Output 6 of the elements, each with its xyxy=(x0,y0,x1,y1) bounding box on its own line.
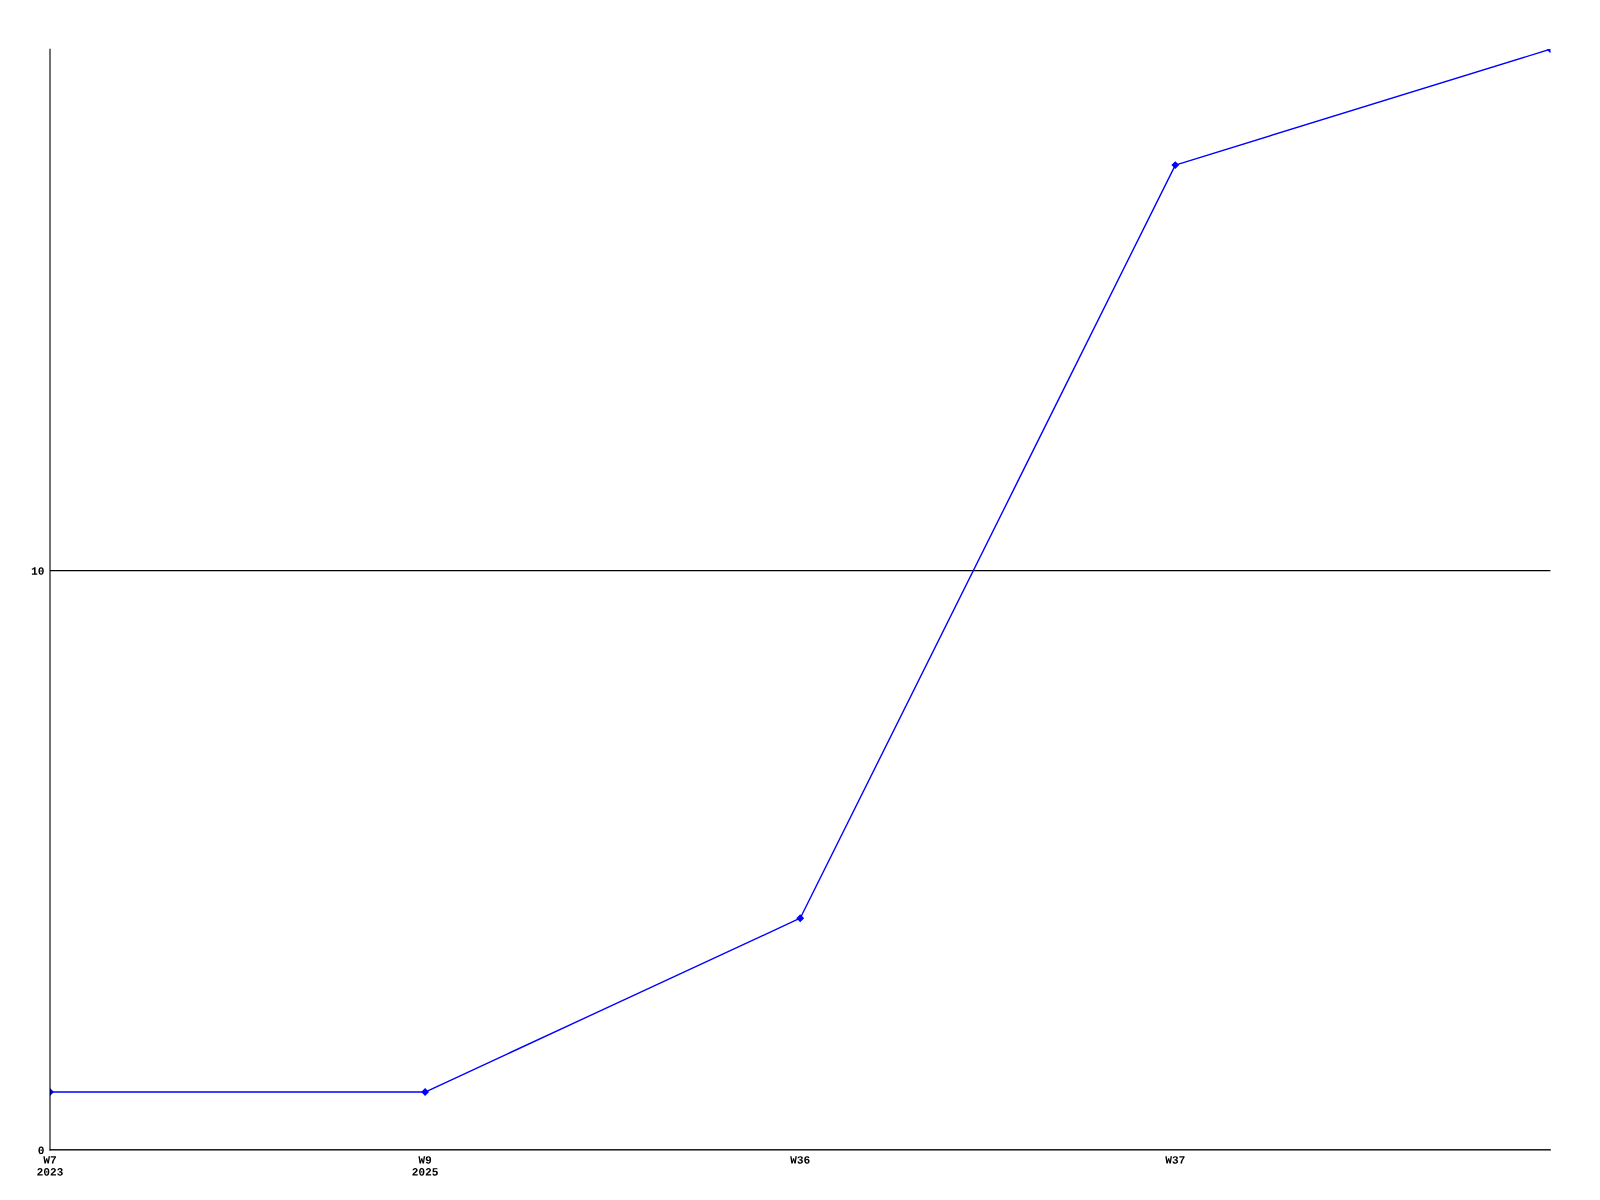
x-tick-label: W36 xyxy=(790,1156,810,1164)
y-tick-label: 10 xyxy=(31,567,44,575)
x-tick-label: W9 2025 xyxy=(412,1156,438,1176)
x-tick-label: W7 2023 xyxy=(37,1156,63,1176)
x-tick-label: W37 xyxy=(1165,1156,1185,1164)
y-tick-label: 0 xyxy=(38,1146,44,1155)
